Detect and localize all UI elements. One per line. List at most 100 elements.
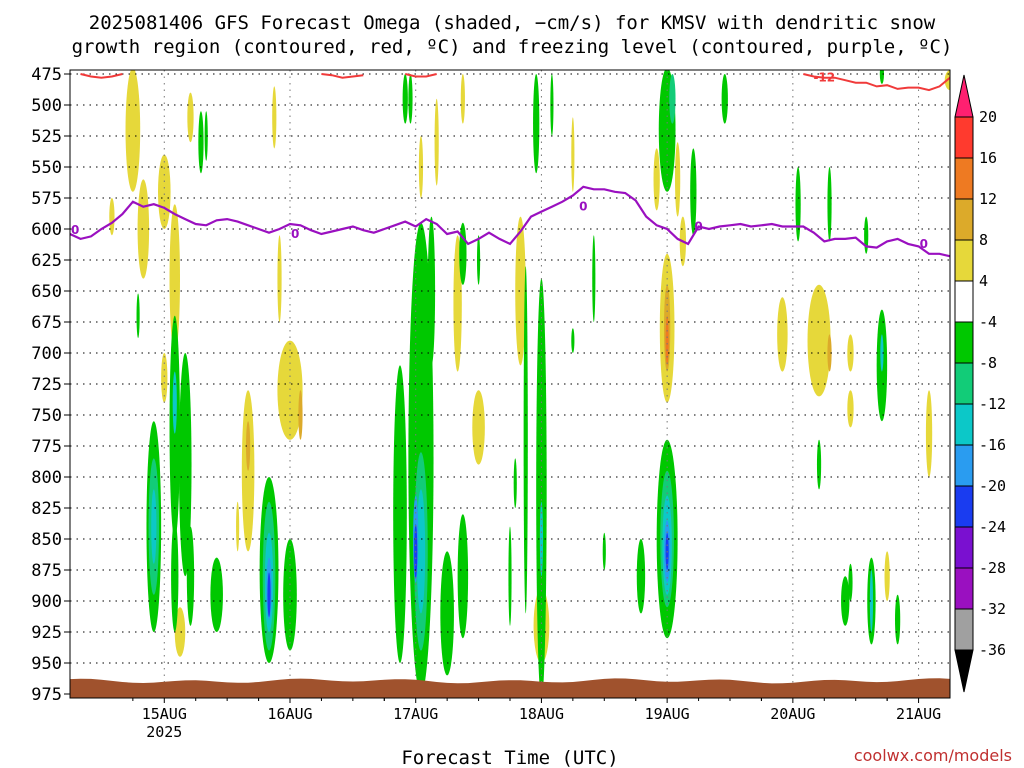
x-tick-label: 16AUG [267, 705, 312, 723]
omega-blob [187, 92, 194, 143]
omega-blob [204, 111, 208, 161]
y-tick-label: 525 [31, 127, 62, 147]
omega-blob [186, 526, 195, 626]
omega-blob [816, 439, 822, 490]
x-tick-label: 18AUG [519, 705, 564, 723]
surface-ground-band [70, 677, 950, 698]
omega-blob [848, 563, 853, 602]
y-tick-label: 950 [31, 654, 62, 674]
colorbar-label: 16 [979, 149, 997, 167]
omega-blob [895, 594, 901, 645]
omega-blob [690, 148, 697, 236]
x-tick-sublabel: 2025 [146, 723, 182, 741]
omega-blob [513, 458, 517, 509]
omega-blob [109, 198, 115, 236]
omega-blob [418, 136, 424, 198]
omega-blob [298, 390, 303, 440]
omega-blob [408, 74, 413, 124]
omega-blob [277, 340, 303, 440]
colorbar-bin [954, 403, 974, 446]
y-tick-label: 700 [31, 344, 62, 364]
omega-blob [427, 216, 436, 366]
y-tick-label: 475 [31, 65, 62, 85]
surface-ground [70, 677, 950, 698]
omega-blob [602, 532, 606, 571]
colorbar: 20 16 12 8 4 -4 -8 -12 -16 -20 -24 -28 -32 -36 [954, 74, 1006, 693]
y-tick-label: 850 [31, 530, 62, 550]
omega-blob [571, 328, 575, 353]
colorbar-label: -8 [979, 354, 997, 372]
dendritic-contour [803, 73, 950, 92]
omega-blob [777, 297, 788, 372]
colorbar-label: -28 [979, 559, 1006, 577]
chart-title-line-1: 2025081406 GFS Forecast Omega (shaded, −… [89, 12, 936, 34]
omega-blob [459, 222, 467, 285]
dendritic-contour [404, 73, 437, 78]
y-tick-label: 875 [31, 561, 62, 581]
y-tick-label: 500 [31, 96, 62, 116]
omega-blob [807, 284, 831, 397]
contours: 0 0 0 0 0 -12 [70, 70, 950, 258]
y-tick-label: 550 [31, 158, 62, 178]
y-tick-label: 925 [31, 623, 62, 643]
omega-blob [277, 235, 282, 322]
omega-blob [592, 235, 596, 322]
y-tick-label: 775 [31, 437, 62, 457]
omega-blob [236, 501, 240, 552]
x-tick-label: 17AUG [393, 705, 438, 723]
freezing-level-label: 0 [920, 237, 928, 251]
omega-blob [283, 539, 297, 651]
colorbar-bin [954, 608, 974, 651]
y-tick-label: 975 [31, 685, 62, 705]
omega-blob [847, 390, 854, 428]
colorbar-bin [954, 280, 974, 323]
y-tick-label: 575 [31, 189, 62, 209]
plot-area: 0 0 0 0 0 -12 [70, 70, 950, 698]
y-tick-label: 750 [31, 406, 62, 426]
y-axis: 475 500 525 550 575 600 625 650 675 700 725 750 775 8… [31, 65, 70, 705]
colorbar-label: 4 [979, 272, 988, 290]
omega-blob [636, 539, 646, 614]
colorbar-label: -36 [979, 641, 1006, 659]
colorbar-bin [954, 362, 974, 405]
omega-blob [136, 293, 140, 339]
omega-blob [393, 365, 407, 663]
omega-blob [267, 572, 271, 618]
colorbar-label: -20 [979, 477, 1006, 495]
dendritic-contour [80, 73, 123, 79]
colorbar-bin [954, 567, 974, 610]
freezing-level-contour [70, 185, 950, 258]
omega-blob [653, 148, 660, 211]
y-tick-label: 650 [31, 282, 62, 302]
omega-blob [827, 167, 832, 242]
credit-text: coolwx.com/models [854, 746, 1012, 765]
omega-blob [884, 551, 890, 601]
dendritic-contour [321, 73, 364, 79]
omega-blob [272, 86, 277, 149]
omega-blob [879, 70, 884, 84]
omega-blob [721, 74, 728, 124]
colorbar-bin [954, 116, 974, 159]
y-tick-label: 800 [31, 468, 62, 488]
freezing-level-label: 0 [694, 220, 702, 234]
omega-blob [171, 520, 179, 632]
x-tick-label: 21AUG [896, 705, 941, 723]
omega-blob [795, 167, 801, 242]
omega-blob [137, 179, 150, 279]
omega-blob [827, 334, 832, 372]
omega-blob [434, 98, 439, 186]
freezing-level-label: 0 [579, 200, 587, 214]
freezing-level-label: 0 [71, 223, 79, 237]
grid [70, 70, 950, 698]
omega-blob [457, 514, 469, 639]
omega-blob [198, 111, 204, 174]
colorbar-bin [954, 157, 974, 200]
omega-blob [869, 570, 874, 632]
omega-blob [246, 421, 251, 471]
dendritic-label: -12 [813, 70, 835, 84]
colorbar-label: -12 [979, 395, 1006, 413]
chart-title-line-2: growth region (contoured, red, ºC) and f… [72, 36, 953, 58]
y-tick-label: 675 [31, 313, 62, 333]
omega-blob [472, 390, 485, 465]
omega-blob [669, 74, 676, 124]
